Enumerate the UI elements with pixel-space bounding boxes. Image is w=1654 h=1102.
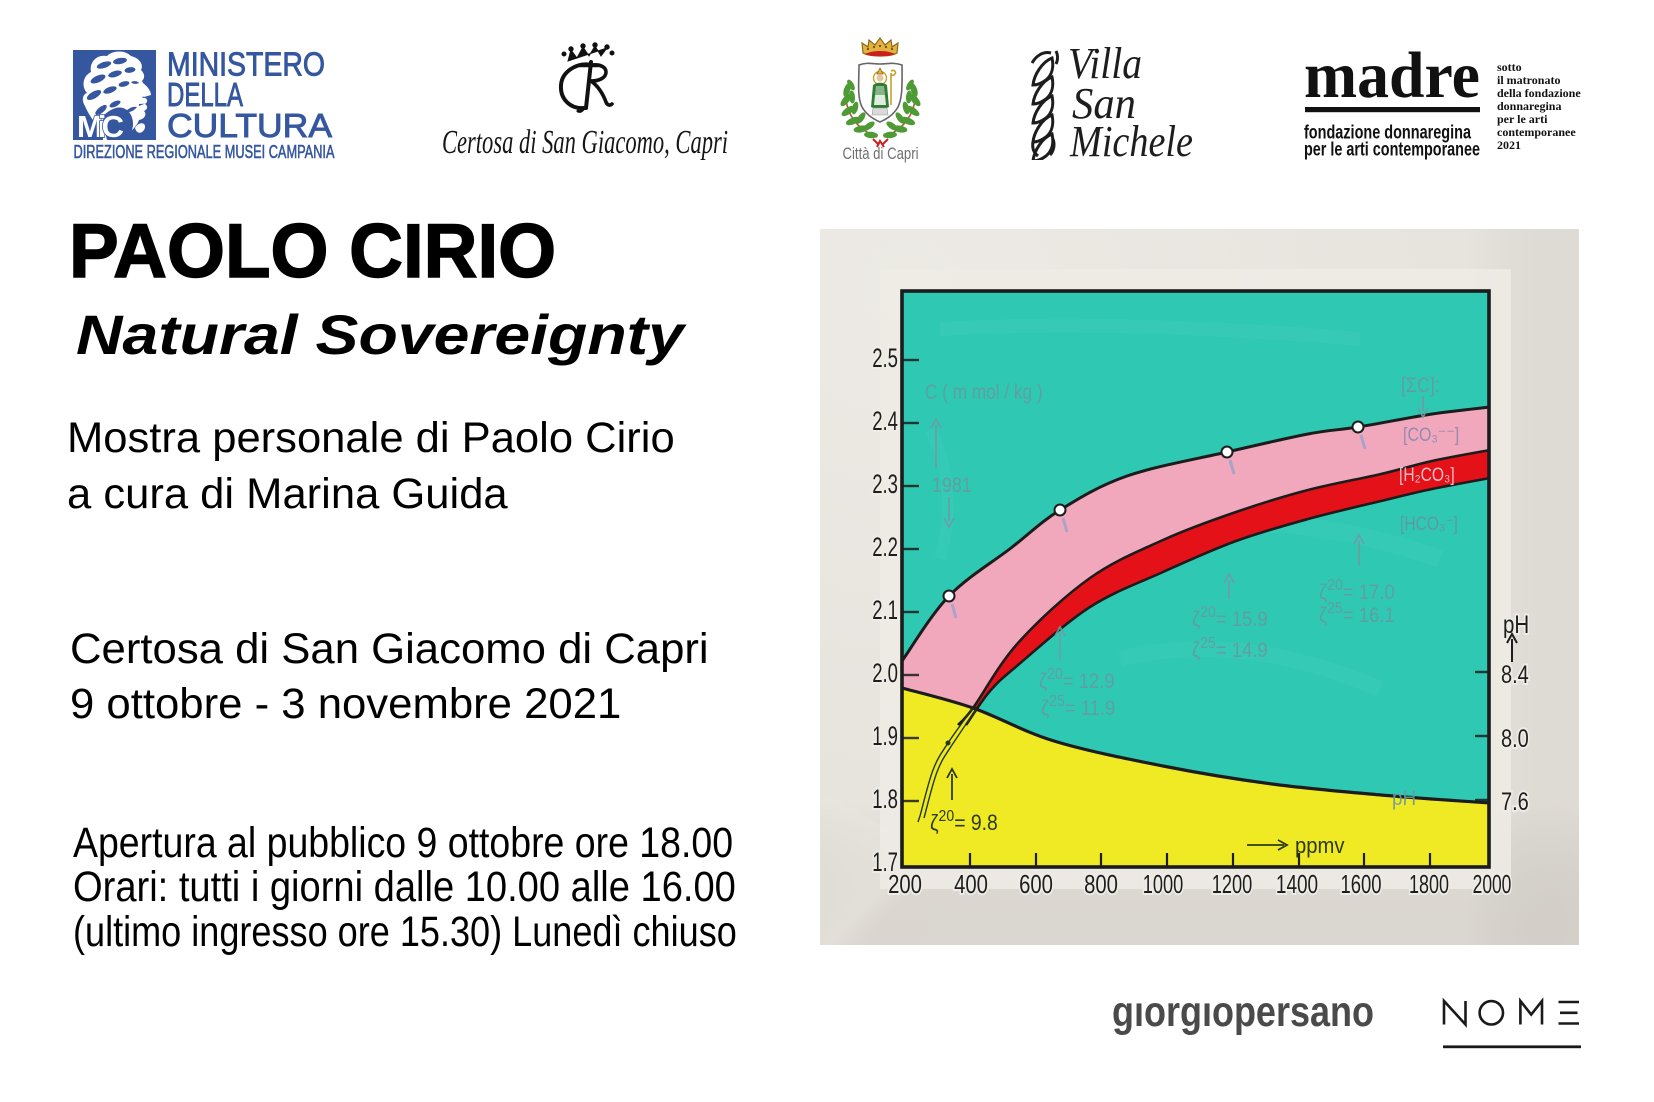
svg-text:2.5: 2.5 bbox=[872, 343, 898, 373]
svg-text:1.8: 1.8 bbox=[872, 784, 898, 814]
svg-text:1981: 1981 bbox=[932, 474, 972, 498]
svg-text:ζ20= 17.0: ζ20= 17.0 bbox=[1319, 576, 1395, 604]
svg-text:MiC: MiC bbox=[77, 109, 124, 144]
svg-text:per le arti: per le arti bbox=[1497, 112, 1548, 126]
svg-text:2.2: 2.2 bbox=[872, 532, 898, 562]
svg-text:Città di Capri: Città di Capri bbox=[843, 145, 919, 163]
svg-text:400: 400 bbox=[954, 870, 988, 899]
svg-text:fondazione donnaregina: fondazione donnaregina bbox=[1304, 122, 1471, 144]
svg-text:donnaregina: donnaregina bbox=[1497, 99, 1561, 113]
svg-text:7.6: 7.6 bbox=[1501, 788, 1529, 816]
svg-text:1600: 1600 bbox=[1340, 870, 1381, 899]
svg-text:1400: 1400 bbox=[1276, 869, 1318, 899]
svg-text:800: 800 bbox=[1084, 870, 1118, 899]
svg-text:[HCO₃⁻]: [HCO₃⁻] bbox=[1400, 512, 1458, 534]
svg-text:1800: 1800 bbox=[1409, 870, 1449, 899]
svg-text:ppmv: ppmv bbox=[1295, 834, 1345, 858]
svg-text:sotto: sotto bbox=[1497, 60, 1522, 74]
svg-text:San: San bbox=[1072, 79, 1136, 128]
svg-text:contemporanee: contemporanee bbox=[1497, 125, 1576, 139]
svg-text:pH: pH bbox=[1392, 787, 1416, 810]
svg-text:2.4: 2.4 bbox=[872, 406, 898, 436]
svg-text:MINISTERO: MINISTERO bbox=[167, 50, 325, 84]
svg-text:ζ20= 12.9: ζ20= 12.9 bbox=[1039, 665, 1115, 693]
svg-text:C ( m mol / kg ): C ( m mol / kg ) bbox=[925, 382, 1043, 405]
svg-text:2.3: 2.3 bbox=[872, 469, 898, 499]
svg-text:200: 200 bbox=[888, 870, 922, 899]
svg-text:madre: madre bbox=[1304, 45, 1480, 112]
svg-text:8.4: 8.4 bbox=[1501, 661, 1529, 689]
svg-text:1200: 1200 bbox=[1212, 870, 1252, 899]
svg-text:DELLA: DELLA bbox=[167, 77, 243, 114]
svg-text:Villa: Villa bbox=[1068, 45, 1142, 88]
svg-text:per le arti contemporanee: per le arti contemporanee bbox=[1304, 139, 1480, 161]
svg-text:[CO₃⁻⁻]: [CO₃⁻⁻] bbox=[1403, 424, 1459, 446]
svg-text:1000: 1000 bbox=[1143, 870, 1183, 899]
svg-text:DIREZIONE REGIONALE MUSEI CAMP: DIREZIONE REGIONALE MUSEI CAMPANIA bbox=[74, 141, 335, 162]
svg-text:8.0: 8.0 bbox=[1501, 725, 1529, 753]
svg-text:1.7: 1.7 bbox=[872, 847, 898, 877]
svg-text:Michele: Michele bbox=[1069, 117, 1193, 160]
svg-text:600: 600 bbox=[1019, 870, 1053, 899]
svg-text:1.9: 1.9 bbox=[872, 721, 898, 751]
svg-text:2.1: 2.1 bbox=[872, 595, 898, 625]
svg-text:[H₂CO₃]: [H₂CO₃] bbox=[1399, 463, 1455, 485]
svg-text:pH: pH bbox=[1503, 610, 1529, 638]
svg-text:Certosa di San Giacomo, Capri: Certosa di San Giacomo, Capri bbox=[442, 124, 728, 161]
svg-text:2000: 2000 bbox=[1473, 870, 1512, 899]
svg-text:2.0: 2.0 bbox=[872, 658, 898, 688]
svg-text:[ΣC]:: [ΣC]: bbox=[1401, 374, 1440, 398]
svg-text:della fondazione: della fondazione bbox=[1497, 86, 1581, 100]
svg-text:2021: 2021 bbox=[1497, 138, 1521, 152]
svg-text:CULTURA: CULTURA bbox=[167, 108, 333, 145]
svg-text:il matronato: il matronato bbox=[1497, 73, 1560, 87]
